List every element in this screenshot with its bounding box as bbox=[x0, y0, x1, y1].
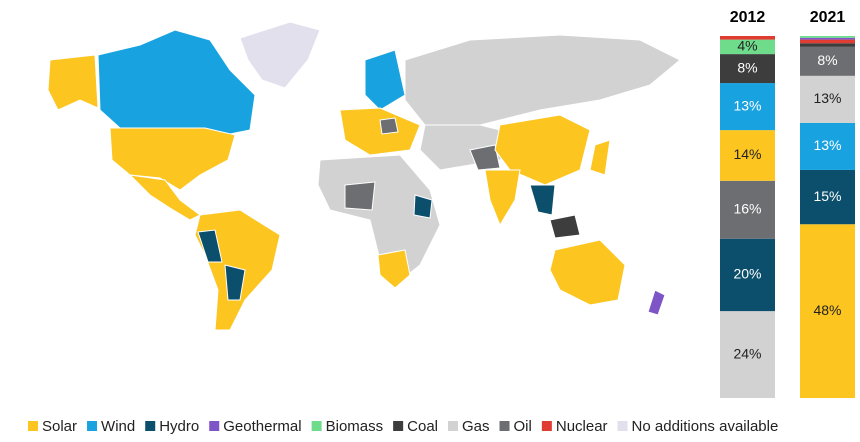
map-region bbox=[47, 54, 99, 111]
category-label: 2012 bbox=[730, 9, 766, 26]
legend-swatch bbox=[617, 421, 628, 431]
map-region bbox=[128, 174, 201, 221]
map-region bbox=[484, 169, 521, 227]
legend-swatch bbox=[28, 421, 38, 431]
legend-label: Gas bbox=[462, 418, 490, 435]
map-region bbox=[549, 214, 581, 239]
category-label: 2021 bbox=[810, 9, 846, 26]
map-region bbox=[494, 114, 591, 186]
map-region bbox=[549, 239, 626, 306]
world-map bbox=[47, 21, 681, 331]
value-label: 16% bbox=[733, 200, 761, 216]
value-label: 15% bbox=[813, 188, 841, 204]
value-label: 13% bbox=[813, 137, 841, 153]
map-region bbox=[97, 29, 256, 136]
map-region bbox=[109, 127, 236, 191]
bar-segment bbox=[800, 46, 855, 76]
legend-label: Nuclear bbox=[556, 418, 608, 435]
bar-segment bbox=[720, 180, 775, 239]
bar-segment bbox=[800, 169, 855, 225]
value-label: 8% bbox=[817, 52, 837, 68]
value-label: 24% bbox=[733, 345, 761, 361]
map-region bbox=[413, 194, 433, 219]
legend-swatch bbox=[145, 421, 156, 431]
value-label: 48% bbox=[813, 302, 841, 318]
bar-segment bbox=[800, 43, 855, 47]
value-label: 20% bbox=[733, 266, 761, 282]
bar-segment bbox=[800, 39, 855, 44]
legend-swatch bbox=[448, 421, 458, 431]
bar-segment bbox=[800, 37, 855, 40]
legend-label: Coal bbox=[407, 418, 438, 435]
bar-segment bbox=[800, 122, 855, 170]
map-region bbox=[377, 249, 411, 289]
bars: 2012 24% 20% 16% 14% 13% 8% 4% 2021 48% 15% 13% 13% 8… bbox=[720, 9, 855, 398]
bar-segment bbox=[800, 75, 855, 123]
legend-swatch bbox=[541, 421, 552, 431]
legend-swatch bbox=[499, 421, 510, 431]
legend: Solar Wind Hydro Geothermal Biomass Coal Gas Oi… bbox=[28, 418, 778, 435]
legend-label: Biomass bbox=[326, 418, 384, 435]
legend-label: Hydro bbox=[159, 418, 199, 435]
value-label: 13% bbox=[813, 90, 841, 106]
legend-label: No additions available bbox=[632, 418, 779, 435]
bar-segment bbox=[800, 36, 855, 38]
map-region bbox=[647, 289, 666, 316]
map-region bbox=[469, 144, 501, 171]
bar-segment bbox=[720, 54, 775, 84]
legend-swatch bbox=[393, 421, 404, 431]
bar-segment bbox=[720, 238, 775, 312]
map-region bbox=[404, 34, 681, 126]
value-label: 13% bbox=[733, 97, 761, 113]
legend-swatch bbox=[311, 421, 322, 431]
map-region bbox=[224, 264, 246, 301]
value-label: 4% bbox=[737, 38, 757, 54]
map-region bbox=[364, 49, 406, 111]
map-region bbox=[529, 184, 556, 216]
bar-segment bbox=[720, 39, 775, 55]
map-region bbox=[339, 107, 421, 156]
legend-swatch bbox=[209, 421, 220, 431]
value-label: 14% bbox=[733, 146, 761, 162]
bar-segment bbox=[720, 83, 775, 131]
map-region bbox=[239, 21, 321, 89]
map-region bbox=[589, 139, 611, 176]
map-region bbox=[197, 229, 223, 263]
legend-swatch bbox=[87, 421, 98, 431]
map-region bbox=[344, 181, 376, 211]
map-region bbox=[379, 117, 399, 135]
legend-label: Oil bbox=[514, 418, 532, 435]
bar-segment bbox=[720, 311, 775, 398]
bar-segment bbox=[720, 36, 775, 40]
bar-segment bbox=[800, 224, 855, 398]
bar-segment bbox=[720, 130, 775, 181]
legend-label: Solar bbox=[42, 418, 77, 435]
legend-label: Geothermal bbox=[223, 418, 301, 435]
legend-label: Wind bbox=[101, 418, 135, 435]
value-label: 8% bbox=[737, 59, 757, 75]
